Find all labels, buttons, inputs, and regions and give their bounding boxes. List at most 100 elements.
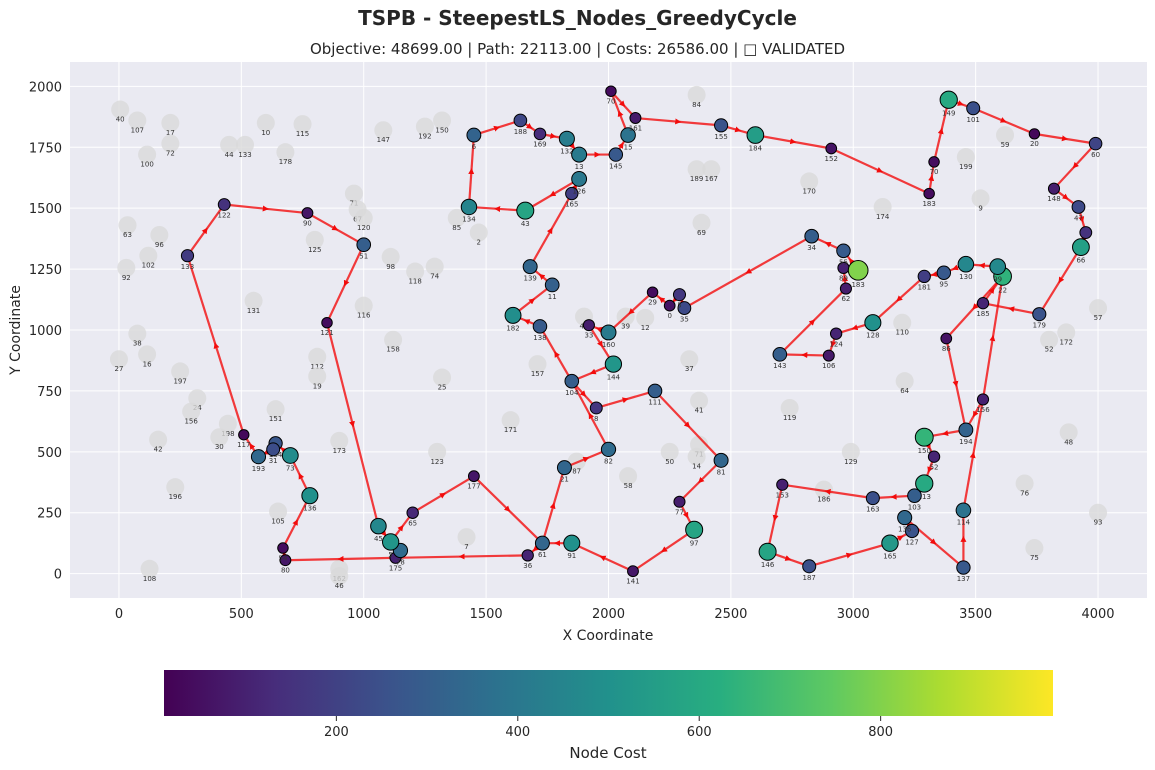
y-tick-label: 250 [37, 507, 62, 522]
selected-node [504, 306, 522, 324]
node-label: 186 [817, 496, 831, 504]
node-label: 93 [1094, 519, 1103, 527]
unselected-node [256, 113, 275, 132]
node-label: 87 [572, 468, 581, 476]
node-label: 149 [942, 109, 955, 117]
node-label: 85 [452, 224, 461, 232]
unselected-node [457, 528, 476, 547]
colorbar [164, 670, 1053, 716]
node-label: 141 [626, 578, 639, 586]
node-label: 194 [959, 438, 973, 446]
selected-node [558, 130, 575, 147]
selected-node [620, 127, 636, 143]
unselected-node [996, 126, 1015, 145]
node-label: 64 [900, 387, 909, 395]
selected-node [406, 506, 419, 519]
unselected-node [308, 367, 327, 386]
node-label: 170 [803, 187, 816, 195]
node-label: 5 [388, 551, 392, 559]
selected-node [847, 259, 869, 281]
selected-node [914, 427, 934, 447]
selected-node [556, 460, 572, 476]
y-tick-label: 1250 [29, 263, 62, 278]
selected-node [923, 187, 935, 200]
selected-node [881, 534, 899, 552]
selected-node [772, 347, 788, 362]
node-label: 77 [675, 508, 684, 516]
node-label: 137 [957, 575, 970, 583]
node-label: 130 [959, 273, 972, 281]
x-tick-labels: 0 500 1000 1500 2000 2500 3000 3500 4000 [115, 607, 1115, 622]
node-label: 104 [565, 389, 579, 397]
y-tick-label: 500 [37, 446, 62, 461]
node-label: 62 [841, 295, 850, 303]
node-label: 133 [181, 263, 194, 271]
node-label: 183 [851, 281, 864, 289]
x-tick-label: 4000 [1081, 607, 1114, 622]
selected-node [281, 447, 299, 464]
selected-node [1032, 307, 1047, 322]
node-label: 42 [154, 446, 163, 454]
selected-node [629, 112, 642, 125]
colorbar-tick-label: 800 [868, 725, 893, 740]
unselected-node [330, 567, 349, 586]
selected-node [804, 228, 819, 244]
selected-node [839, 282, 852, 295]
unselected-node [702, 160, 721, 179]
node-label: 37 [685, 365, 694, 373]
unselected-node [161, 134, 180, 153]
selected-node [956, 560, 971, 575]
node-label: 183 [922, 200, 935, 208]
unselected-node [687, 160, 706, 179]
node-label: 73 [286, 464, 295, 472]
node-label: 174 [876, 213, 890, 221]
selected-node [776, 478, 789, 491]
y-tick-label: 0 [54, 568, 62, 583]
node-label: 165 [565, 201, 578, 209]
node-label: 86 [942, 345, 951, 353]
colorbar-tick-label: 200 [324, 725, 349, 740]
selected-node [976, 393, 990, 406]
node-label: 151 [269, 415, 282, 423]
node-label: 150 [435, 126, 448, 134]
unselected-node [619, 467, 638, 486]
node-label: 147 [377, 136, 390, 144]
unselected-node [800, 172, 819, 191]
node-label: 99 [993, 276, 1002, 284]
selected-node [646, 286, 659, 298]
node-label: 107 [131, 126, 144, 134]
node-label: 125 [308, 246, 321, 254]
node-label: 139 [523, 275, 536, 283]
colorbar-tick-label: 400 [505, 725, 530, 740]
node-label: 44 [225, 151, 234, 159]
node-label: 52 [930, 463, 939, 471]
selected-node [1079, 226, 1093, 239]
unselected-node [139, 246, 158, 265]
selected-node [608, 147, 624, 162]
node-label: 199 [959, 163, 972, 171]
unselected-node [128, 111, 147, 130]
selected-node [939, 90, 958, 109]
selected-node [663, 299, 676, 312]
node-label: 129 [844, 458, 857, 466]
selected-node [685, 520, 704, 539]
node-label: 173 [333, 447, 346, 455]
node-label: 61 [538, 551, 547, 559]
node-label: 90 [303, 219, 312, 227]
node-label: 133 [238, 151, 251, 159]
node-label: 43 [521, 220, 530, 228]
selected-node [825, 142, 838, 155]
unselected-node [138, 345, 157, 364]
node-label: 9 [978, 204, 982, 212]
node-label: 197 [173, 377, 186, 385]
selected-node [915, 474, 934, 493]
selected-node [279, 554, 292, 567]
node-label: 20 [1030, 140, 1039, 148]
selected-node [534, 535, 550, 551]
unselected-node [893, 313, 912, 332]
node-label: 27 [114, 365, 123, 373]
unselected-node [118, 216, 137, 235]
node-label: 184 [749, 144, 763, 152]
node-label: 33 [584, 332, 593, 340]
